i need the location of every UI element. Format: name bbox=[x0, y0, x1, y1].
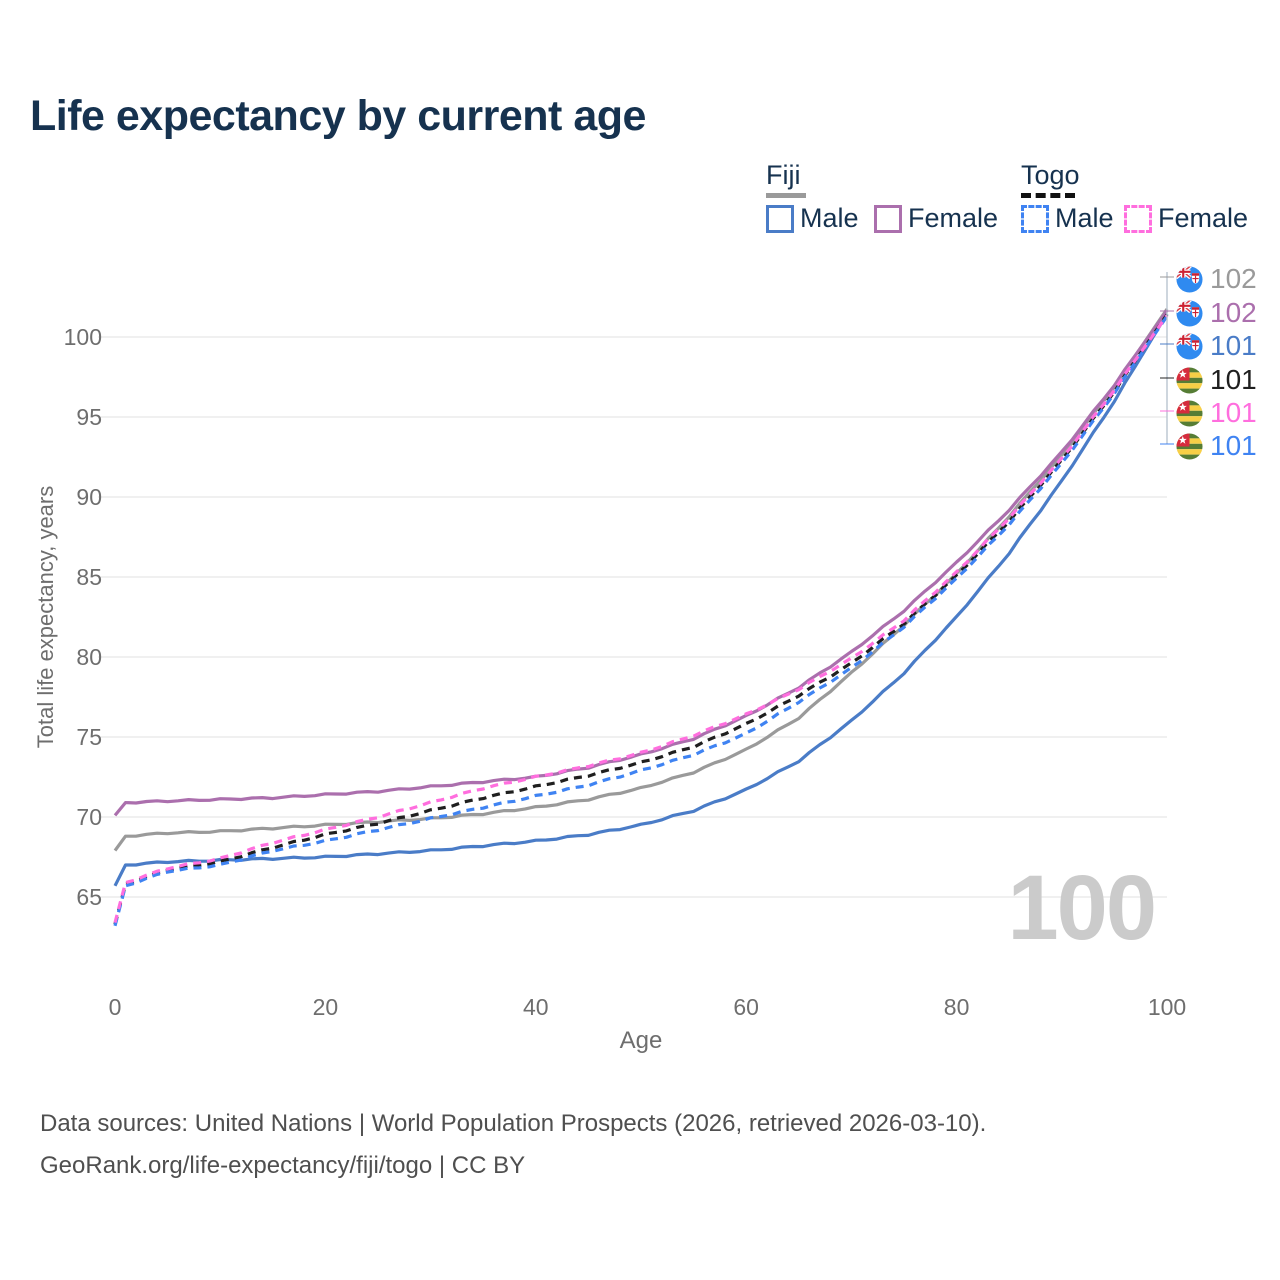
legend-togo-male[interactable]: Male bbox=[1021, 203, 1114, 234]
end-label-value: 102 bbox=[1210, 263, 1257, 294]
togo-flag-icon bbox=[1176, 400, 1203, 427]
end-label-fiji-male: 101 bbox=[1176, 330, 1257, 362]
y-tick-label-90: 90 bbox=[76, 484, 102, 510]
legend-fiji-male-label: Male bbox=[800, 203, 859, 233]
legend-fiji-male[interactable]: Male bbox=[766, 203, 859, 234]
legend-togo-title: Togo bbox=[1021, 160, 1080, 190]
series-line-fiji-female[interactable] bbox=[113, 309, 1169, 817]
legend-fiji-title: Fiji bbox=[766, 160, 801, 190]
series-line-togo-both[interactable] bbox=[113, 313, 1169, 925]
legend-fiji-female-label: Female bbox=[908, 203, 999, 233]
end-label-value: 101 bbox=[1210, 397, 1257, 428]
togo-female-swatch-icon bbox=[1124, 204, 1152, 233]
end-label-fiji-female: 102 bbox=[1176, 297, 1257, 329]
y-tick-label-95: 95 bbox=[76, 404, 102, 430]
data-sources-text: Data sources: United Nations | World Pop… bbox=[40, 1110, 987, 1137]
legend-togo-linestyle-sample bbox=[1021, 193, 1075, 198]
y-tick-label-100: 100 bbox=[64, 324, 102, 350]
series-line-togo-male[interactable] bbox=[113, 315, 1169, 927]
end-label-value: 101 bbox=[1210, 330, 1257, 361]
fiji-male-swatch-icon bbox=[766, 204, 794, 233]
series-line-fiji-male[interactable] bbox=[113, 312, 1169, 887]
end-label-value: 102 bbox=[1210, 297, 1257, 328]
y-tick-label-80: 80 bbox=[76, 644, 102, 670]
togo-flag-icon bbox=[1176, 433, 1203, 460]
y-tick-label-85: 85 bbox=[76, 564, 102, 590]
end-label-togo-female: 101 bbox=[1176, 397, 1257, 429]
legend-togo-female[interactable]: Female bbox=[1124, 203, 1248, 234]
series-line-fiji-both[interactable] bbox=[113, 308, 1169, 852]
legend-fiji-female[interactable]: Female bbox=[874, 203, 998, 234]
fiji-flag-icon bbox=[1176, 266, 1203, 293]
legend-togo-female-label: Female bbox=[1158, 203, 1249, 233]
legend-togo-male-label: Male bbox=[1055, 203, 1114, 233]
end-label-value: 101 bbox=[1210, 430, 1257, 461]
current-age-watermark: 100 bbox=[1007, 857, 1158, 959]
x-tick-label-60: 60 bbox=[733, 994, 759, 1020]
x-tick-label-80: 80 bbox=[944, 994, 970, 1020]
y-axis-title: Total life expectancy, years bbox=[33, 485, 58, 749]
legend-fiji-linestyle-sample bbox=[766, 193, 806, 198]
x-tick-label-20: 20 bbox=[313, 994, 339, 1020]
series-line-togo-female[interactable] bbox=[113, 314, 1169, 924]
fiji-flag-icon bbox=[1176, 333, 1203, 360]
x-tick-label-100: 100 bbox=[1148, 994, 1186, 1020]
togo-flag-icon bbox=[1176, 367, 1203, 394]
page-title: Life expectancy by current age bbox=[30, 92, 646, 140]
attribution-link-text: GeoRank.org/life-expectancy/fiji/togo | … bbox=[40, 1152, 526, 1179]
y-tick-label-70: 70 bbox=[76, 804, 102, 830]
end-label-fiji-both: 102 bbox=[1176, 263, 1257, 295]
fiji-female-swatch-icon bbox=[874, 204, 902, 233]
y-tick-label-75: 75 bbox=[76, 724, 102, 750]
fiji-flag-icon bbox=[1176, 300, 1203, 327]
togo-male-swatch-icon bbox=[1021, 204, 1049, 233]
y-tick-label-65: 65 bbox=[76, 884, 102, 910]
end-label-value: 101 bbox=[1210, 364, 1257, 395]
end-label-togo-both: 101 bbox=[1176, 364, 1257, 396]
end-label-togo-male: 101 bbox=[1176, 430, 1257, 462]
x-axis-title: Age bbox=[620, 1027, 663, 1054]
x-tick-label-40: 40 bbox=[523, 994, 549, 1020]
x-tick-label-0: 0 bbox=[109, 994, 122, 1020]
